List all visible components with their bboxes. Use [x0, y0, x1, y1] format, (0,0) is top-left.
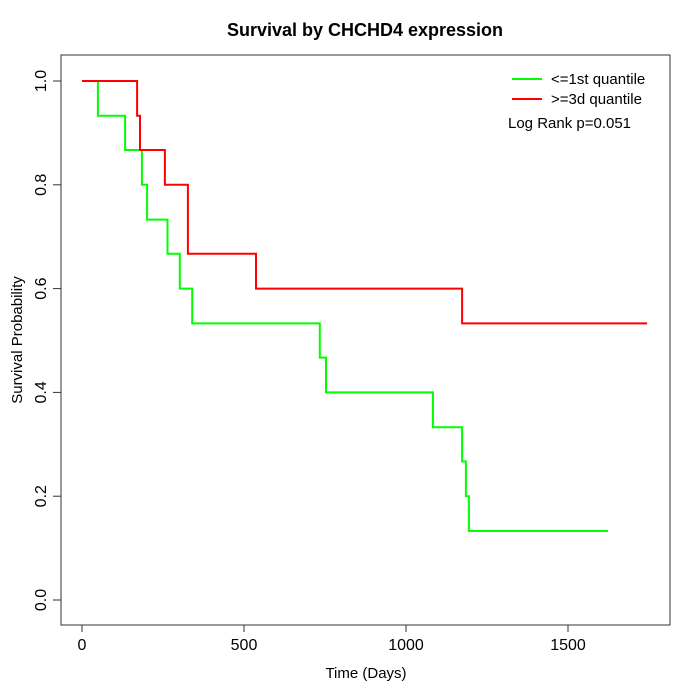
x-tick-label: 1500 — [550, 637, 586, 654]
y-tick-label: 1.0 — [33, 70, 50, 92]
curve-ge-3d-quantile — [82, 80, 648, 325]
y-tick-label: 0.6 — [33, 277, 50, 299]
y-tick-label: 0.8 — [33, 174, 50, 196]
curve-le-1st-quantile — [82, 80, 608, 532]
y-axis: 0.0 0.2 0.4 0.6 0.8 1.0 — [33, 70, 61, 611]
x-axis-label: Time (Days) — [325, 665, 406, 682]
chart-title: Survival by CHCHD4 expression — [227, 20, 503, 40]
y-tick-label: 0.0 — [33, 589, 50, 611]
y-axis-label: Survival Probability — [9, 276, 26, 404]
legend-label-third-quantile: >=3d quantile — [551, 91, 642, 108]
x-axis: 0 500 1000 1500 — [78, 625, 586, 654]
y-tick-label: 0.4 — [33, 381, 50, 403]
x-tick-label: 0 — [78, 637, 87, 654]
y-tick-label: 0.2 — [33, 485, 50, 507]
survival-curves — [82, 80, 648, 532]
x-tick-label: 1000 — [388, 637, 424, 654]
x-tick-label: 500 — [231, 637, 258, 654]
log-rank-annotation: Log Rank p=0.051 — [508, 115, 631, 132]
legend-label-first-quantile: <=1st quantile — [551, 71, 645, 88]
plot-box — [60, 54, 671, 626]
legend: <=1st quantile >=3d quantile Log Rank p=… — [508, 71, 645, 132]
